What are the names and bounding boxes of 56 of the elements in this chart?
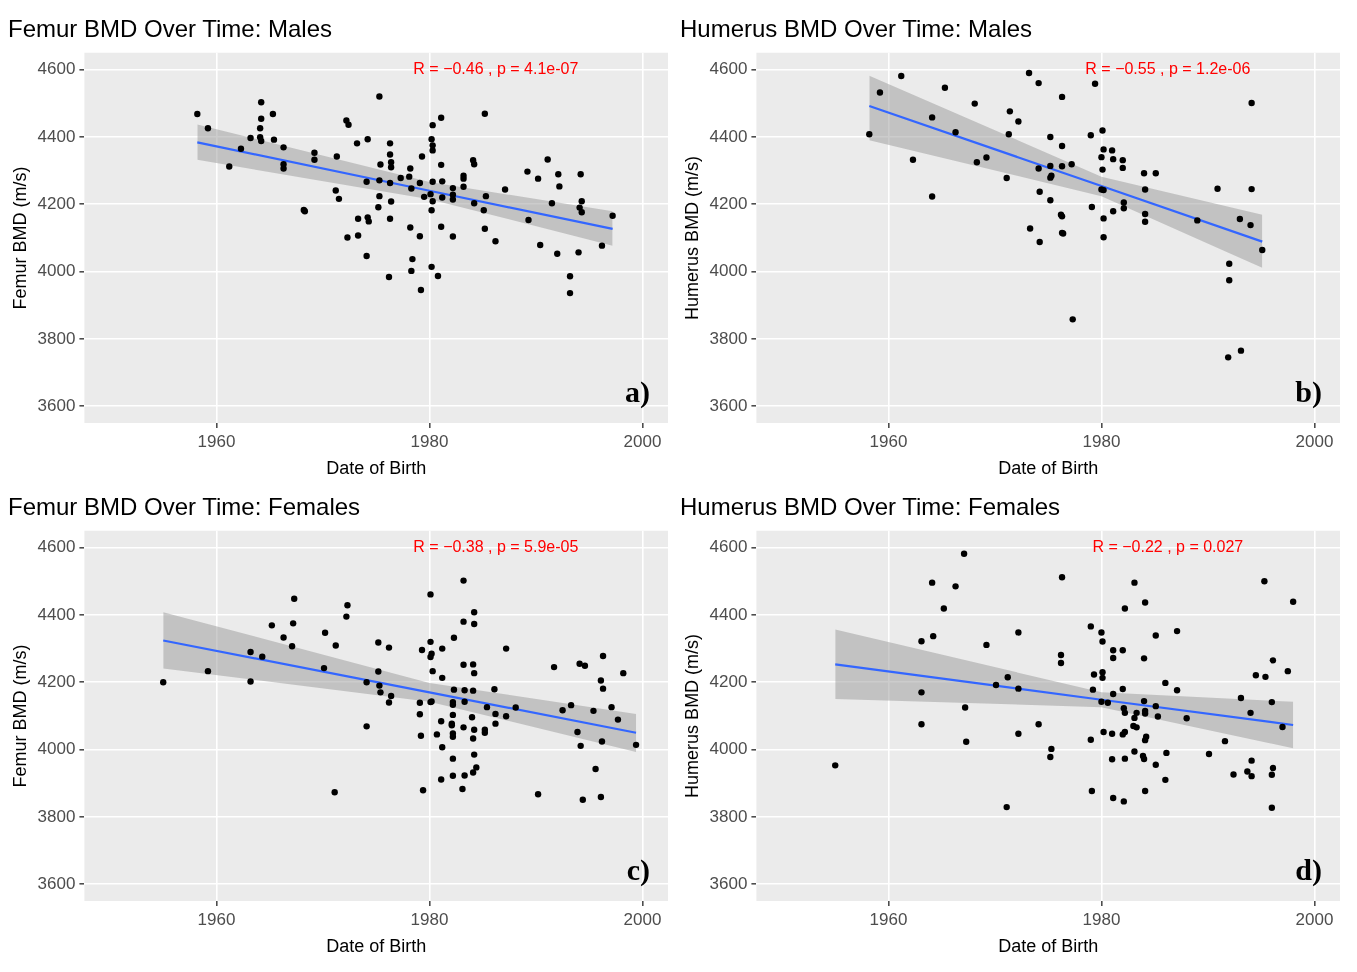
y-tick-label: 4000	[709, 261, 748, 281]
annotation: R = −0.46 , p = 4.1e-07	[413, 60, 579, 78]
annotation: R = −0.38 , p = 5.9e-05	[413, 538, 579, 556]
y-tick-label: 3800	[709, 806, 748, 826]
y-tick-label: 4000	[37, 261, 76, 281]
x-tick-label: 2000	[623, 909, 662, 929]
y-tick-label: 4600	[37, 59, 76, 79]
y-axis-title: Humerus BMD (m/s)	[681, 155, 702, 320]
x-tick-label: 1980	[410, 909, 449, 929]
y-tick-label: 4200	[37, 193, 76, 213]
y-axis-title: Femur BMD (m/s)	[9, 644, 30, 788]
y-axis-title: Humerus BMD (m/s)	[681, 633, 702, 798]
y-tick-label: 3800	[37, 806, 76, 826]
annotation: R = −0.55 , p = 1.2e-06	[1085, 60, 1251, 78]
y-tick-label: 4200	[709, 193, 748, 213]
x-tick-label: 1960	[197, 909, 236, 929]
chart-title: Femur BMD Over Time: Males	[8, 15, 333, 43]
y-tick-label: 4400	[709, 604, 748, 624]
x-tick-label: 1980	[410, 431, 449, 451]
x-tick-label: 1980	[1082, 431, 1121, 451]
x-tick-label: 2000	[623, 431, 662, 451]
y-tick-label: 4400	[37, 126, 76, 146]
y-tick-label: 3600	[37, 395, 76, 415]
chart-title: Humerus BMD Over Time: Females	[680, 493, 1061, 521]
x-axis-title: Date of Birth	[998, 458, 1099, 479]
annotation: d)	[1295, 852, 1322, 887]
x-axis-title: Date of Birth	[326, 458, 427, 479]
y-tick-label: 3600	[37, 873, 76, 893]
y-axis-title: Femur BMD (m/s)	[9, 166, 30, 310]
annotation: R = −0.22 , p = 0.027	[1092, 538, 1244, 556]
chart-title: Femur BMD Over Time: Females	[8, 493, 361, 521]
x-axis-title: Date of Birth	[326, 936, 427, 957]
y-tick-label: 4600	[709, 537, 748, 557]
y-tick-label: 3800	[37, 328, 76, 348]
y-tick-label: 3600	[709, 395, 748, 415]
y-tick-label: 4200	[709, 671, 748, 691]
y-tick-label: 4600	[37, 537, 76, 557]
x-tick-label: 2000	[1295, 431, 1334, 451]
x-tick-label: 1960	[869, 431, 908, 451]
y-tick-label: 4400	[709, 126, 748, 146]
y-tick-label: 3600	[709, 873, 748, 893]
x-tick-label: 1980	[1082, 909, 1121, 929]
y-tick-label: 3800	[709, 328, 748, 348]
annotation: c)	[626, 852, 650, 887]
y-tick-label: 4400	[37, 604, 76, 624]
x-tick-label: 1960	[869, 909, 908, 929]
y-tick-label: 4200	[37, 671, 76, 691]
annotation: b)	[1295, 374, 1322, 409]
x-tick-label: 1960	[197, 431, 236, 451]
x-tick-label: 2000	[1295, 909, 1334, 929]
annotation: a)	[625, 374, 650, 409]
chart-title: Humerus BMD Over Time: Males	[680, 15, 1033, 43]
y-tick-label: 4600	[709, 59, 748, 79]
y-tick-label: 4000	[709, 739, 748, 759]
y-tick-label: 4000	[37, 739, 76, 759]
x-axis-title: Date of Birth	[998, 936, 1099, 957]
